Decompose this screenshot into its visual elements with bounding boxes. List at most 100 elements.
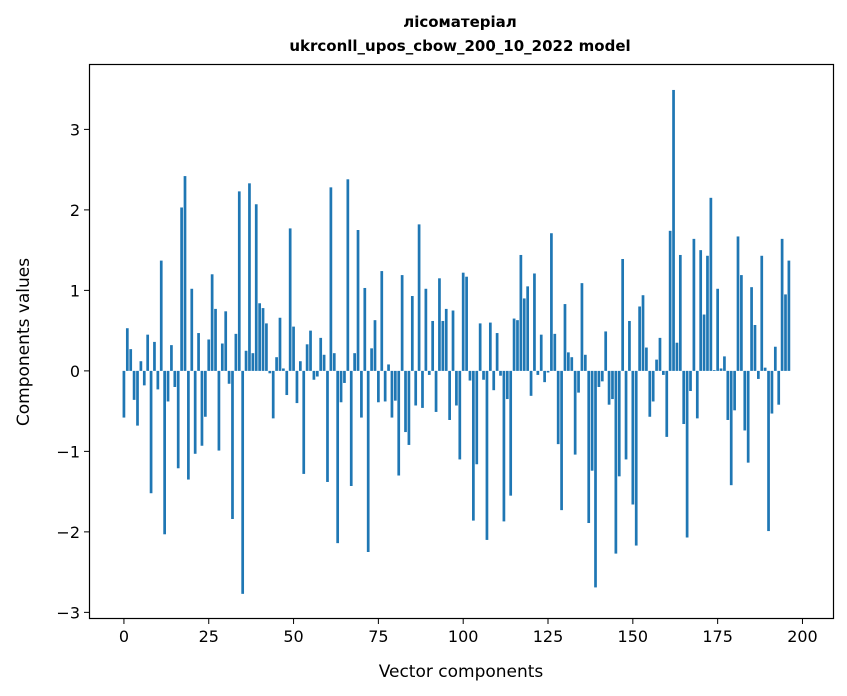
bar-1 [125, 328, 129, 371]
bar-97 [451, 310, 455, 371]
bar-84 [407, 370, 411, 445]
bar-152 [638, 306, 641, 371]
bar-52 [298, 361, 302, 371]
bar-132 [570, 357, 574, 371]
bar-65 [343, 370, 346, 383]
bar-162 [672, 89, 675, 371]
bar-172 [706, 255, 709, 371]
bar-29 [220, 343, 224, 371]
bar-14 [170, 345, 173, 371]
bar-73 [370, 348, 373, 371]
bar-131 [567, 352, 570, 371]
bar-174 [712, 370, 716, 371]
bar-161 [668, 230, 672, 371]
bar-98 [455, 370, 458, 406]
bar-146 [617, 370, 621, 477]
bar-130 [563, 304, 567, 371]
bar-71 [363, 287, 367, 371]
y-axis-label: Components values [14, 258, 34, 426]
x-tick-label: 100 [448, 627, 479, 646]
bar-34 [237, 191, 241, 371]
bar-7 [146, 334, 150, 371]
bar-128 [556, 370, 560, 445]
bar-36 [244, 350, 248, 371]
x-tick-label: 150 [618, 627, 649, 646]
bar-163 [675, 342, 679, 371]
bar-187 [757, 370, 760, 379]
bar-115 [512, 318, 516, 371]
bar-26 [210, 274, 214, 371]
bar-28 [217, 370, 221, 451]
bar-108 [488, 322, 492, 371]
bar-148 [624, 370, 628, 460]
bar-186 [753, 324, 757, 371]
bar-176 [719, 368, 723, 371]
bar-9 [153, 341, 156, 371]
bar-66 [346, 179, 350, 371]
bar-25 [207, 339, 211, 371]
bar-144 [611, 370, 614, 400]
x-axis-label: Vector components [379, 662, 544, 682]
bar-151 [634, 370, 638, 546]
bar-20 [190, 288, 194, 371]
bar-165 [682, 370, 686, 425]
y-tick-label: 0 [70, 362, 80, 381]
bar-67 [349, 370, 353, 486]
bar-81 [397, 370, 401, 476]
bar-78 [387, 364, 390, 371]
bar-109 [492, 370, 496, 391]
bar-112 [502, 370, 506, 522]
bar-8 [149, 370, 153, 494]
bar-169 [695, 370, 699, 419]
bar-87 [417, 224, 421, 371]
bar-192 [773, 346, 777, 371]
bar-159 [662, 370, 665, 375]
bar-195 [784, 294, 787, 371]
bar-41 [261, 308, 265, 371]
bar-191 [770, 370, 774, 414]
bar-55 [309, 330, 312, 371]
x-axis-ticks: 0 25 50 75 100 125 150 175 200 [119, 618, 818, 646]
bar-54 [305, 344, 309, 371]
bar-147 [621, 258, 625, 371]
bar-95 [444, 308, 448, 371]
bar-53 [302, 370, 306, 474]
bar-154 [645, 347, 648, 371]
bar-23 [200, 370, 204, 446]
bar-183 [743, 370, 747, 431]
bar-155 [648, 370, 652, 417]
bar-190 [767, 370, 770, 532]
bar-70 [360, 370, 363, 418]
plot-frame [88, 63, 835, 620]
bar-33 [234, 333, 238, 371]
bar-57 [315, 370, 319, 377]
bar-119 [526, 286, 530, 371]
bar-61 [329, 187, 333, 371]
bar-93 [438, 278, 441, 371]
chart-title-line1: лісоматеріал [403, 13, 517, 31]
bar-5 [139, 361, 143, 371]
bar-143 [607, 370, 611, 405]
bar-105 [478, 323, 482, 371]
x-tick-label: 0 [119, 627, 129, 646]
x-tick-label: 125 [533, 627, 564, 646]
bar-60 [326, 370, 329, 482]
bar-99 [458, 370, 462, 460]
bar-13 [166, 370, 170, 402]
bar-10 [156, 370, 160, 390]
bar-11 [159, 260, 163, 371]
bar-120 [529, 370, 533, 396]
bar-180 [733, 370, 736, 411]
x-tick-label: 175 [702, 627, 733, 646]
bar-194 [780, 238, 784, 371]
bar-107 [485, 370, 489, 540]
bar-178 [726, 370, 730, 420]
bar-42 [265, 323, 268, 371]
bar-113 [505, 370, 509, 400]
bar-133 [573, 370, 577, 455]
bar-134 [577, 370, 580, 393]
y-tick-label: −2 [56, 523, 80, 542]
bar-16 [176, 370, 180, 469]
bar-160 [665, 370, 669, 437]
